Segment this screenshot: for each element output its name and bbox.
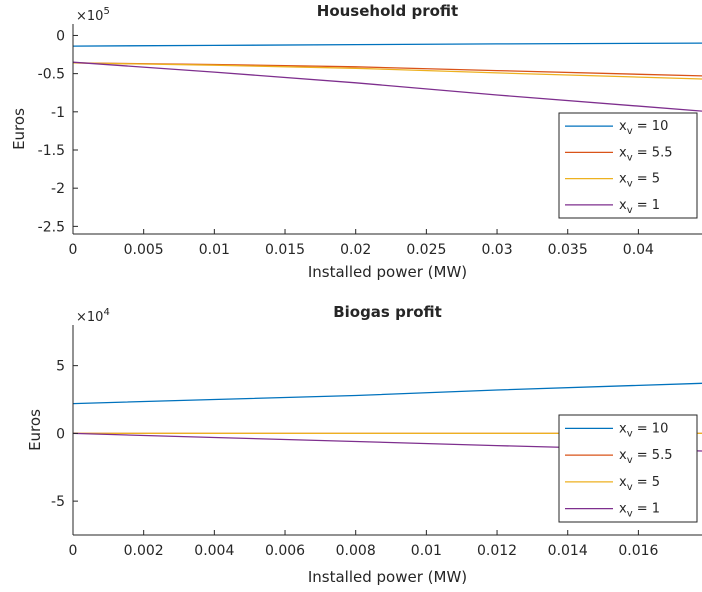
legend-var: x [619, 172, 627, 187]
legend-value: 10 [652, 421, 669, 436]
x-tick-label: 0.01 [199, 242, 230, 258]
legend-entry: xv = 5 [619, 475, 660, 493]
series-line-10 [72, 382, 702, 405]
legend-entry: xv = 5.5 [619, 448, 672, 466]
y-tick-label: -1.5 [38, 143, 65, 159]
legend-value: 5.5 [652, 448, 673, 463]
chart-title: Household profit [317, 2, 458, 20]
x-tick-label: 0.005 [124, 242, 164, 258]
legend-sub: v [627, 179, 633, 190]
series-line-1 [72, 61, 702, 112]
legend-entry: xv = 1 [619, 502, 660, 520]
y-tick-label: 5 [56, 359, 65, 375]
legend-eq: = [633, 502, 652, 517]
legend-eq: = [633, 448, 652, 463]
x-tick-label: 0.04 [623, 242, 654, 258]
legend-eq: = [633, 145, 652, 160]
y-tick-label: -2 [51, 181, 65, 197]
legend-var: x [619, 421, 627, 436]
y-tick-label: 0 [56, 426, 65, 442]
x-tick-label: 0.01 [411, 543, 442, 559]
legend-box [558, 112, 698, 219]
legend-value: 5 [652, 172, 660, 187]
x-tick-label: 0.03 [481, 242, 512, 258]
legend-value: 1 [652, 502, 660, 517]
y-tick-label: -1 [51, 105, 65, 121]
y-axis-multiplier: ×105 [76, 6, 110, 24]
y-axis-label: Euros [10, 108, 28, 150]
x-tick-label: 0 [69, 242, 78, 258]
legend-sub: v [627, 509, 633, 520]
legend-eq: = [633, 119, 652, 134]
multiplier-exponent: 4 [103, 307, 109, 318]
legend-value: 1 [652, 198, 660, 213]
y-tick-label: -2.5 [38, 219, 65, 235]
y-axis-multiplier: ×104 [76, 307, 110, 325]
legend-sub: v [627, 482, 633, 493]
legend-value: 10 [652, 119, 669, 134]
x-tick-label: 0.016 [618, 543, 658, 559]
x-tick-label: 0.035 [548, 242, 588, 258]
legend-sub: v [627, 205, 633, 216]
chart-title: Biogas profit [333, 303, 442, 321]
y-tick-label: -0.5 [38, 67, 65, 83]
legend-eq: = [633, 421, 652, 436]
x-tick-label: 0.014 [548, 543, 588, 559]
legend-entry: xv = 5 [619, 172, 660, 190]
x-tick-label: 0.02 [340, 242, 371, 258]
x-tick-label: 0.004 [194, 543, 234, 559]
legend-eq: = [633, 198, 652, 213]
multiplier-base: ×10 [76, 310, 103, 325]
multiplier-exponent: 5 [103, 6, 109, 17]
series-line-10 [72, 42, 702, 47]
legend-var: x [619, 502, 627, 517]
legend-eq: = [633, 172, 652, 187]
x-tick-label: 0.008 [336, 543, 376, 559]
legend-sub: v [627, 152, 633, 163]
x-axis-label: Installed power (MW) [308, 568, 467, 586]
series-line-5 [72, 62, 702, 80]
x-tick-label: 0 [69, 543, 78, 559]
legend-value: 5 [652, 475, 660, 490]
legend-entry: xv = 10 [619, 119, 668, 137]
multiplier-base: ×10 [76, 9, 103, 24]
legend-var: x [619, 475, 627, 490]
legend-box [558, 414, 698, 523]
y-axis-label: Euros [26, 409, 44, 451]
legend-entry: xv = 1 [619, 198, 660, 216]
legend-var: x [619, 198, 627, 213]
legend-var: x [619, 145, 627, 160]
legend-entry: xv = 5.5 [619, 145, 672, 163]
legend-sub: v [627, 455, 633, 466]
subplot-2: 0 0.002 0.004 0.006 0.008 0.01 0.012 0.014 0.016… [26, 303, 702, 586]
x-tick-label: 0.012 [477, 543, 517, 559]
legend-sub: v [627, 428, 633, 439]
x-tick-label: 0.025 [406, 242, 446, 258]
x-axis-label: Installed power (MW) [308, 263, 467, 281]
x-tick-label: 0.006 [265, 543, 305, 559]
subplot-1: 0 0.005 0.01 0.015 0.02 0.025 0.03 0.035 0.04 0 -0… [10, 2, 702, 281]
y-tick-label: 0 [56, 28, 65, 44]
legend-sub: v [627, 126, 633, 137]
legend-entry: xv = 10 [619, 421, 668, 439]
legend-eq: = [633, 475, 652, 490]
legend-var: x [619, 119, 627, 134]
legend-var: x [619, 448, 627, 463]
series-lines [72, 42, 702, 112]
x-tick-label: 0.002 [124, 543, 164, 559]
legend-value: 5.5 [652, 145, 673, 160]
y-tick-label: -5 [51, 494, 65, 510]
x-tick-label: 0.015 [265, 242, 305, 258]
